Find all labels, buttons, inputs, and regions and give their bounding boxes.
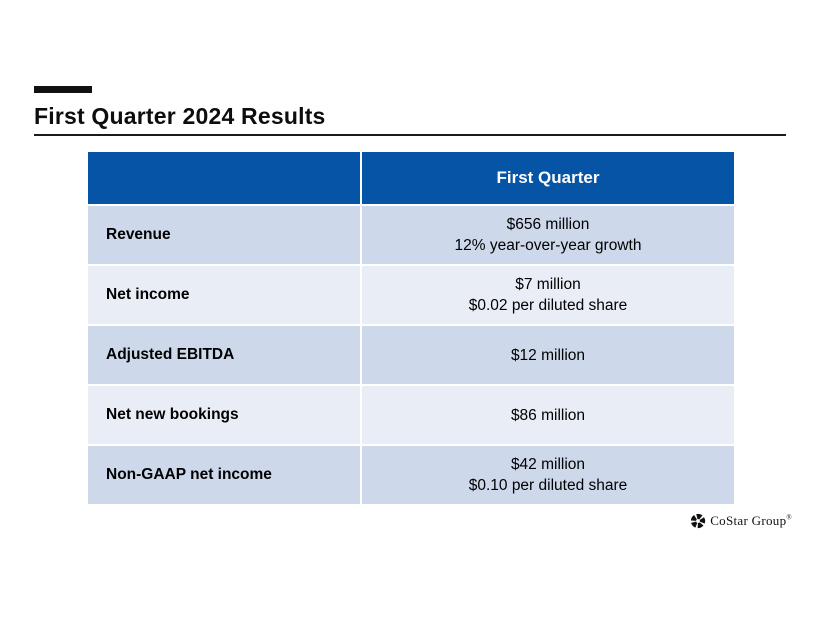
value-line: $7 million (515, 276, 581, 293)
table-row-label: Net new bookings (88, 386, 360, 444)
title-accent-bar (34, 86, 92, 93)
table-row-label: Net income (88, 266, 360, 324)
table-row-value: $656 million 12% year-over-year growth (362, 206, 734, 264)
metrics-table: First Quarter Revenue $656 million 12% ye… (88, 152, 734, 504)
costar-logo-text: CoStar Group® (710, 513, 792, 528)
value-line: $86 million (510, 406, 586, 424)
table-row-value: $12 million (362, 326, 734, 384)
table-row-value: $86 million (362, 386, 734, 444)
table-header-first-quarter: First Quarter (362, 152, 734, 204)
table-row-label: Adjusted EBITDA (88, 326, 360, 384)
costar-group-logo: CoStar Group® (690, 513, 792, 529)
table-row-value: $42 million $0.10 per diluted share (362, 446, 734, 504)
value-line: 12% year-over-year growth (454, 237, 642, 254)
costar-pinwheel-icon (690, 513, 706, 529)
page-title: First Quarter 2024 Results (34, 103, 326, 129)
table-row-label: Revenue (88, 206, 360, 264)
table-row-label: Non-GAAP net income (88, 446, 360, 504)
value-line: $42 million (510, 456, 586, 473)
table-header-empty-cell (88, 152, 360, 204)
value-line: $0.10 per diluted share (468, 477, 628, 494)
value-line: $0.02 per diluted share (468, 297, 628, 314)
value-line: $656 million (506, 216, 590, 233)
table-row-value: $7 million $0.02 per diluted share (362, 266, 734, 324)
title-underline (34, 134, 786, 136)
trademark-symbol: ® (786, 513, 792, 522)
value-line: $12 million (510, 346, 586, 364)
